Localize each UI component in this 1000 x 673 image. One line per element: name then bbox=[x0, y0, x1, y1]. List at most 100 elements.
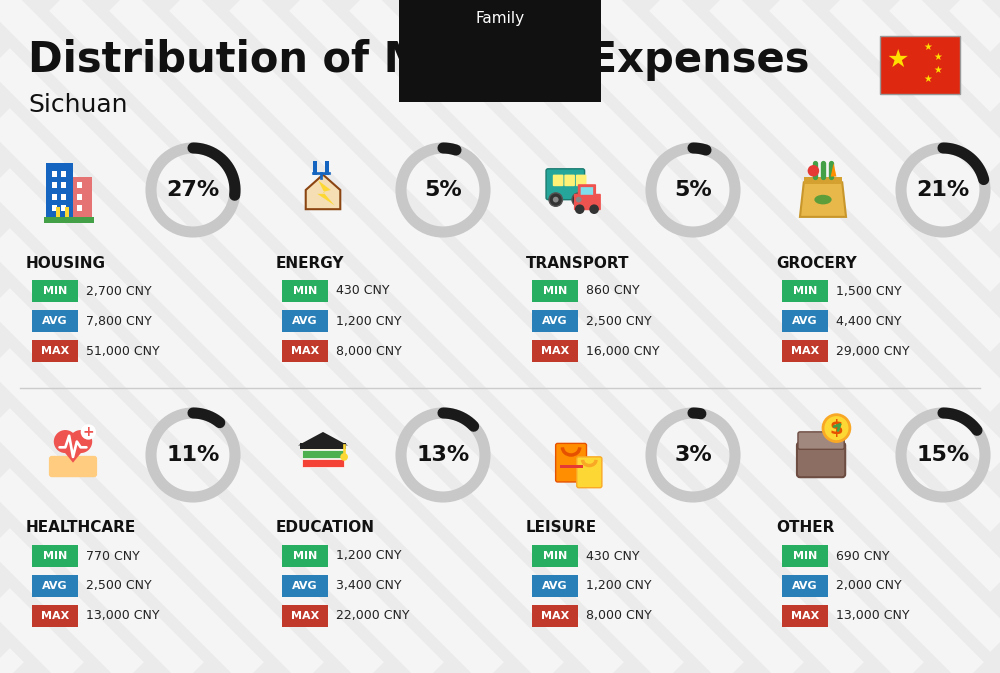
Text: 3,400 CNY: 3,400 CNY bbox=[336, 579, 402, 592]
Text: 1,200 CNY: 1,200 CNY bbox=[586, 579, 652, 592]
Text: 430 CNY: 430 CNY bbox=[336, 285, 390, 297]
Text: ENERGY: ENERGY bbox=[276, 256, 344, 271]
Text: MIN: MIN bbox=[543, 286, 567, 296]
FancyBboxPatch shape bbox=[77, 205, 82, 211]
FancyBboxPatch shape bbox=[532, 340, 578, 362]
FancyBboxPatch shape bbox=[560, 464, 583, 468]
FancyBboxPatch shape bbox=[73, 176, 92, 217]
FancyBboxPatch shape bbox=[782, 545, 828, 567]
Polygon shape bbox=[56, 441, 90, 462]
Text: OTHER: OTHER bbox=[776, 520, 834, 536]
Text: TRANSPORT: TRANSPORT bbox=[526, 256, 630, 271]
Text: 27%: 27% bbox=[166, 180, 220, 200]
FancyBboxPatch shape bbox=[532, 310, 578, 332]
Circle shape bbox=[553, 197, 559, 203]
Text: MAX: MAX bbox=[41, 611, 69, 621]
FancyBboxPatch shape bbox=[56, 207, 60, 217]
FancyBboxPatch shape bbox=[61, 171, 66, 176]
Polygon shape bbox=[800, 182, 846, 217]
FancyBboxPatch shape bbox=[52, 194, 57, 200]
Text: MAX: MAX bbox=[541, 611, 569, 621]
Circle shape bbox=[69, 430, 92, 453]
Text: 1,200 CNY: 1,200 CNY bbox=[336, 314, 402, 328]
Text: MIN: MIN bbox=[543, 551, 567, 561]
Text: 29,000 CNY: 29,000 CNY bbox=[836, 345, 910, 357]
Text: 51,000 CNY: 51,000 CNY bbox=[86, 345, 160, 357]
Polygon shape bbox=[831, 163, 836, 176]
Text: MIN: MIN bbox=[43, 286, 67, 296]
FancyBboxPatch shape bbox=[44, 217, 94, 223]
FancyBboxPatch shape bbox=[32, 280, 78, 302]
Text: MAX: MAX bbox=[41, 346, 69, 356]
Text: 430 CNY: 430 CNY bbox=[586, 549, 640, 563]
FancyBboxPatch shape bbox=[32, 575, 78, 597]
Circle shape bbox=[808, 165, 819, 176]
FancyBboxPatch shape bbox=[546, 169, 585, 200]
FancyBboxPatch shape bbox=[532, 280, 578, 302]
FancyBboxPatch shape bbox=[577, 457, 602, 488]
Circle shape bbox=[823, 415, 850, 441]
Circle shape bbox=[54, 430, 77, 453]
FancyBboxPatch shape bbox=[782, 310, 828, 332]
Text: 2,500 CNY: 2,500 CNY bbox=[586, 314, 652, 328]
Text: 4,400 CNY: 4,400 CNY bbox=[836, 314, 902, 328]
FancyBboxPatch shape bbox=[556, 444, 587, 482]
FancyBboxPatch shape bbox=[302, 441, 344, 450]
Text: AVG: AVG bbox=[792, 581, 818, 591]
Text: 1,500 CNY: 1,500 CNY bbox=[836, 285, 902, 297]
Text: AVG: AVG bbox=[292, 316, 318, 326]
Text: GROCERY: GROCERY bbox=[776, 256, 857, 271]
FancyBboxPatch shape bbox=[282, 575, 328, 597]
Text: MIN: MIN bbox=[43, 551, 67, 561]
Polygon shape bbox=[317, 180, 335, 205]
FancyBboxPatch shape bbox=[797, 442, 845, 477]
FancyBboxPatch shape bbox=[77, 182, 82, 188]
Text: 2,000 CNY: 2,000 CNY bbox=[836, 579, 902, 592]
Text: MAX: MAX bbox=[791, 346, 819, 356]
Text: 8,000 CNY: 8,000 CNY bbox=[586, 610, 652, 623]
Text: AVG: AVG bbox=[292, 581, 318, 591]
FancyBboxPatch shape bbox=[302, 450, 344, 458]
Text: AVG: AVG bbox=[792, 316, 818, 326]
Text: MIN: MIN bbox=[793, 286, 817, 296]
FancyBboxPatch shape bbox=[282, 340, 328, 362]
Text: AVG: AVG bbox=[542, 316, 568, 326]
Text: 13,000 CNY: 13,000 CNY bbox=[86, 610, 160, 623]
Text: ★: ★ bbox=[924, 42, 932, 52]
Text: 11%: 11% bbox=[166, 445, 220, 465]
Text: ★: ★ bbox=[924, 74, 932, 84]
FancyBboxPatch shape bbox=[302, 459, 344, 466]
Text: MIN: MIN bbox=[293, 286, 317, 296]
Text: 13%: 13% bbox=[416, 445, 470, 465]
Text: 2,500 CNY: 2,500 CNY bbox=[86, 579, 152, 592]
FancyBboxPatch shape bbox=[49, 456, 97, 477]
FancyBboxPatch shape bbox=[804, 176, 842, 184]
Text: 690 CNY: 690 CNY bbox=[836, 549, 890, 563]
FancyBboxPatch shape bbox=[532, 605, 578, 627]
Text: 13,000 CNY: 13,000 CNY bbox=[836, 610, 910, 623]
Text: $: $ bbox=[830, 419, 843, 437]
FancyBboxPatch shape bbox=[576, 174, 586, 186]
Circle shape bbox=[572, 193, 585, 207]
FancyBboxPatch shape bbox=[282, 545, 328, 567]
FancyBboxPatch shape bbox=[532, 545, 578, 567]
Ellipse shape bbox=[814, 194, 832, 205]
Text: 15%: 15% bbox=[916, 445, 970, 465]
Circle shape bbox=[549, 193, 562, 207]
FancyBboxPatch shape bbox=[65, 207, 69, 217]
FancyBboxPatch shape bbox=[32, 340, 78, 362]
FancyBboxPatch shape bbox=[574, 194, 601, 210]
FancyBboxPatch shape bbox=[61, 205, 66, 211]
Text: ★: ★ bbox=[934, 52, 942, 62]
Text: 8,000 CNY: 8,000 CNY bbox=[336, 345, 402, 357]
FancyBboxPatch shape bbox=[553, 174, 563, 186]
Text: AVG: AVG bbox=[42, 316, 68, 326]
FancyBboxPatch shape bbox=[52, 171, 57, 176]
FancyBboxPatch shape bbox=[880, 36, 960, 94]
FancyBboxPatch shape bbox=[532, 575, 578, 597]
FancyBboxPatch shape bbox=[581, 187, 593, 194]
FancyBboxPatch shape bbox=[32, 310, 78, 332]
FancyBboxPatch shape bbox=[52, 205, 57, 211]
Text: LEISURE: LEISURE bbox=[526, 520, 597, 536]
Text: 5%: 5% bbox=[424, 180, 462, 200]
